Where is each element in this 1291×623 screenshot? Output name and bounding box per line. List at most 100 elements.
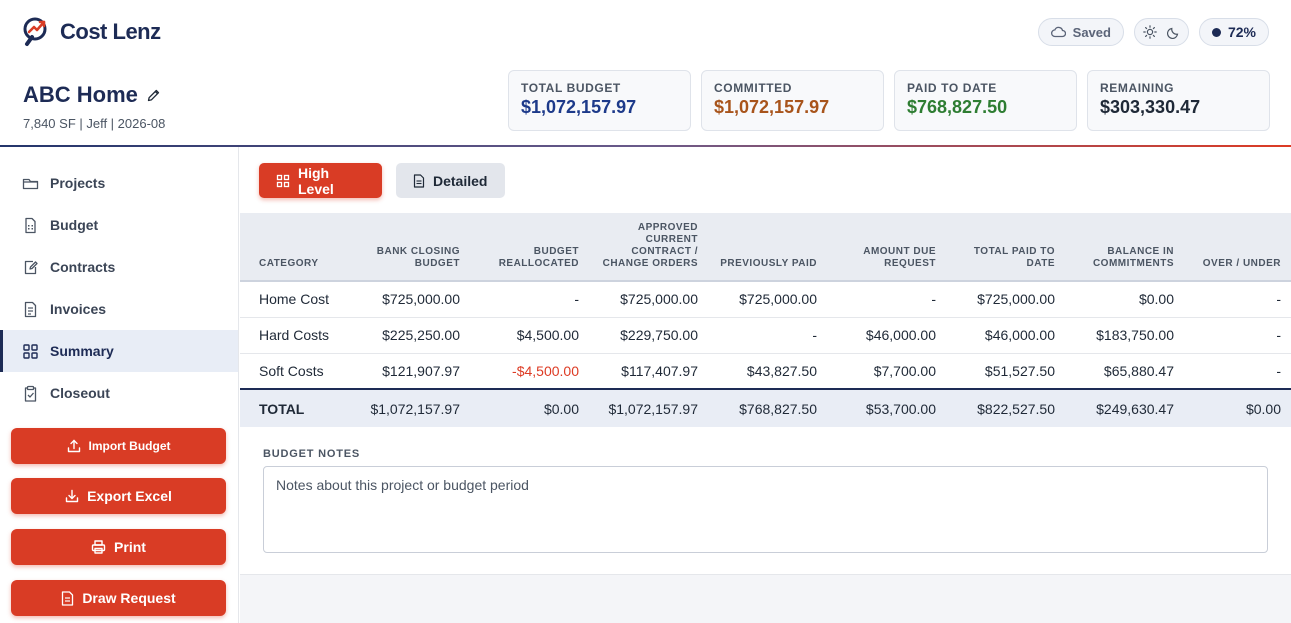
moon-icon[interactable] bbox=[1166, 26, 1180, 39]
sidebar-item-contracts[interactable]: Contracts bbox=[0, 246, 238, 288]
column-header-amount-due-request[interactable]: AMOUNT DUE REQUEST bbox=[827, 213, 946, 282]
tab-label: High Level bbox=[298, 164, 334, 197]
sidebar-nav: Projects Budget Contracts Invoices bbox=[0, 147, 238, 414]
zoom-indicator[interactable]: 72% bbox=[1198, 18, 1269, 46]
cell-over-under: $0.00 bbox=[1184, 388, 1291, 427]
table-row[interactable]: Home Cost $725,000.00 - $725,000.00 $725… bbox=[240, 281, 1291, 318]
main-content: High Level Detailed CATEGORY BANK CLOSIN… bbox=[240, 147, 1291, 623]
import-budget-button[interactable]: Import Budget bbox=[11, 428, 226, 464]
sun-icon[interactable] bbox=[1143, 25, 1157, 39]
draw-request-button[interactable]: Draw Request bbox=[11, 580, 226, 616]
sidebar-item-invoices[interactable]: Invoices bbox=[0, 288, 238, 330]
cell-bank-closing: $225,250.00 bbox=[351, 317, 470, 354]
cell-balance: $249,630.47 bbox=[1065, 388, 1184, 427]
view-toggle-bar: High Level Detailed bbox=[240, 147, 1291, 213]
document-icon bbox=[22, 301, 39, 318]
card-label: REMAINING bbox=[1100, 81, 1175, 95]
summary-table: CATEGORY BANK CLOSING BUDGET BUDGET REALLO… bbox=[240, 213, 1291, 427]
column-header-total-paid-to-date[interactable]: TOTAL PAID TO DATE bbox=[946, 213, 1065, 282]
table-row[interactable]: Hard Costs $225,250.00 $4,500.00 $229,75… bbox=[240, 317, 1291, 354]
table-total-row: TOTAL $1,072,157.97 $0.00 $1,072,157.97 … bbox=[240, 388, 1291, 427]
saved-indicator: Saved bbox=[1037, 18, 1124, 46]
cell-total-paid: $822,527.50 bbox=[946, 388, 1065, 427]
cell-reallocated: -$4,500.00 bbox=[470, 353, 589, 390]
cell-approved: $1,072,157.97 bbox=[589, 388, 708, 427]
grid-icon bbox=[22, 343, 39, 360]
budget-notes-textarea[interactable]: Notes about this project or budget perio… bbox=[263, 466, 1268, 553]
import-budget-label: Import Budget bbox=[88, 439, 171, 453]
card-total-budget: TOTAL BUDGET $1,072,157.97 bbox=[508, 70, 691, 131]
cell-balance: $183,750.00 bbox=[1065, 317, 1184, 354]
cell-bank-closing: $121,907.97 bbox=[351, 353, 470, 390]
card-value: $1,072,157.97 bbox=[521, 97, 637, 117]
cell-total-paid: $46,000.00 bbox=[946, 317, 1065, 354]
sidebar-item-summary[interactable]: Summary bbox=[0, 330, 238, 372]
column-header-balance-in-commitments[interactable]: BALANCE IN COMMITMENTS bbox=[1065, 213, 1184, 282]
sidebar-item-projects[interactable]: Projects bbox=[0, 162, 238, 204]
print-button[interactable]: Print bbox=[11, 529, 226, 565]
magnifier-chart-logo-icon bbox=[22, 16, 56, 48]
document-icon bbox=[413, 173, 425, 188]
draw-request-label: Draw Request bbox=[82, 590, 176, 606]
cell-category: Soft Costs bbox=[240, 353, 351, 390]
budget-notes-label: BUDGET NOTES bbox=[263, 448, 360, 460]
column-header-bank-closing-budget[interactable]: BANK CLOSING BUDGET bbox=[351, 213, 470, 282]
export-excel-button[interactable]: Export Excel bbox=[11, 478, 226, 514]
card-label: PAID TO DATE bbox=[907, 81, 997, 95]
card-committed: COMMITTED $1,072,157.97 bbox=[701, 70, 884, 131]
cell-total-paid: $725,000.00 bbox=[946, 281, 1065, 318]
cell-amount-due: - bbox=[827, 281, 946, 318]
saved-label: Saved bbox=[1072, 24, 1111, 40]
sidebar-item-budget[interactable]: Budget bbox=[0, 204, 238, 246]
tab-high-level[interactable]: High Level bbox=[259, 163, 382, 198]
grid-icon bbox=[276, 174, 290, 188]
card-remaining: REMAINING $303,330.47 bbox=[1087, 70, 1270, 131]
column-header-approved-contract[interactable]: APPROVED CURRENT CONTRACT / CHANGE ORDERS bbox=[589, 213, 708, 282]
cell-over-under: - bbox=[1184, 281, 1291, 318]
pencil-icon[interactable] bbox=[146, 88, 161, 103]
card-label: COMMITTED bbox=[714, 81, 793, 95]
cell-approved: $725,000.00 bbox=[589, 281, 708, 318]
cell-category: Home Cost bbox=[240, 281, 351, 318]
header: Cost Lenz Saved 72% bbox=[0, 0, 1291, 146]
sidebar-item-label: Summary bbox=[50, 343, 114, 359]
cell-prev-paid: $43,827.50 bbox=[708, 353, 827, 390]
cell-category: Hard Costs bbox=[240, 317, 351, 354]
cloud-icon bbox=[1050, 26, 1066, 38]
sidebar: Projects Budget Contracts Invoices bbox=[0, 147, 239, 623]
export-excel-label: Export Excel bbox=[87, 488, 172, 504]
card-value: $768,827.50 bbox=[907, 97, 1008, 117]
card-label: TOTAL BUDGET bbox=[521, 81, 621, 95]
column-header-category[interactable]: CATEGORY bbox=[240, 213, 351, 282]
logo-text: Cost Lenz bbox=[60, 19, 161, 44]
cell-approved: $117,407.97 bbox=[589, 353, 708, 390]
cell-balance: $0.00 bbox=[1065, 281, 1184, 318]
column-header-over-under[interactable]: OVER / UNDER bbox=[1184, 213, 1291, 282]
project-meta: 7,840 SF | Jeff | 2026-08 bbox=[23, 116, 166, 131]
edit-document-icon bbox=[22, 259, 39, 276]
sidebar-item-label: Budget bbox=[50, 217, 99, 233]
cell-reallocated: $4,500.00 bbox=[470, 317, 589, 354]
table-row[interactable]: Soft Costs $121,907.97 -$4,500.00 $117,4… bbox=[240, 353, 1291, 390]
column-header-budget-reallocated[interactable]: BUDGET REALLOCATED bbox=[470, 213, 589, 282]
tab-label: Detailed bbox=[433, 172, 488, 189]
cell-bank-closing: $1,072,157.97 bbox=[351, 388, 470, 427]
cell-prev-paid: $725,000.00 bbox=[708, 281, 827, 318]
cell-balance: $65,880.47 bbox=[1065, 353, 1184, 390]
calculator-icon bbox=[22, 217, 39, 234]
logo[interactable]: Cost Lenz bbox=[22, 16, 161, 48]
clipboard-check-icon bbox=[22, 385, 39, 402]
zoom-value: 72% bbox=[1227, 24, 1256, 40]
sidebar-item-closeout[interactable]: Closeout bbox=[0, 372, 238, 414]
sidebar-item-label: Closeout bbox=[50, 385, 110, 401]
cell-prev-paid: - bbox=[708, 317, 827, 354]
budget-notes-section: BUDGET NOTES Notes about this project or… bbox=[240, 427, 1291, 575]
download-icon bbox=[65, 489, 79, 503]
tab-detailed[interactable]: Detailed bbox=[396, 163, 505, 198]
cell-reallocated: $0.00 bbox=[470, 388, 589, 427]
card-value: $1,072,157.97 bbox=[714, 97, 830, 117]
upload-icon bbox=[67, 439, 81, 453]
theme-toggle[interactable] bbox=[1133, 18, 1189, 46]
project-title-row: ABC Home bbox=[23, 82, 161, 108]
column-header-previously-paid[interactable]: PREVIOUSLY PAID bbox=[708, 213, 827, 282]
